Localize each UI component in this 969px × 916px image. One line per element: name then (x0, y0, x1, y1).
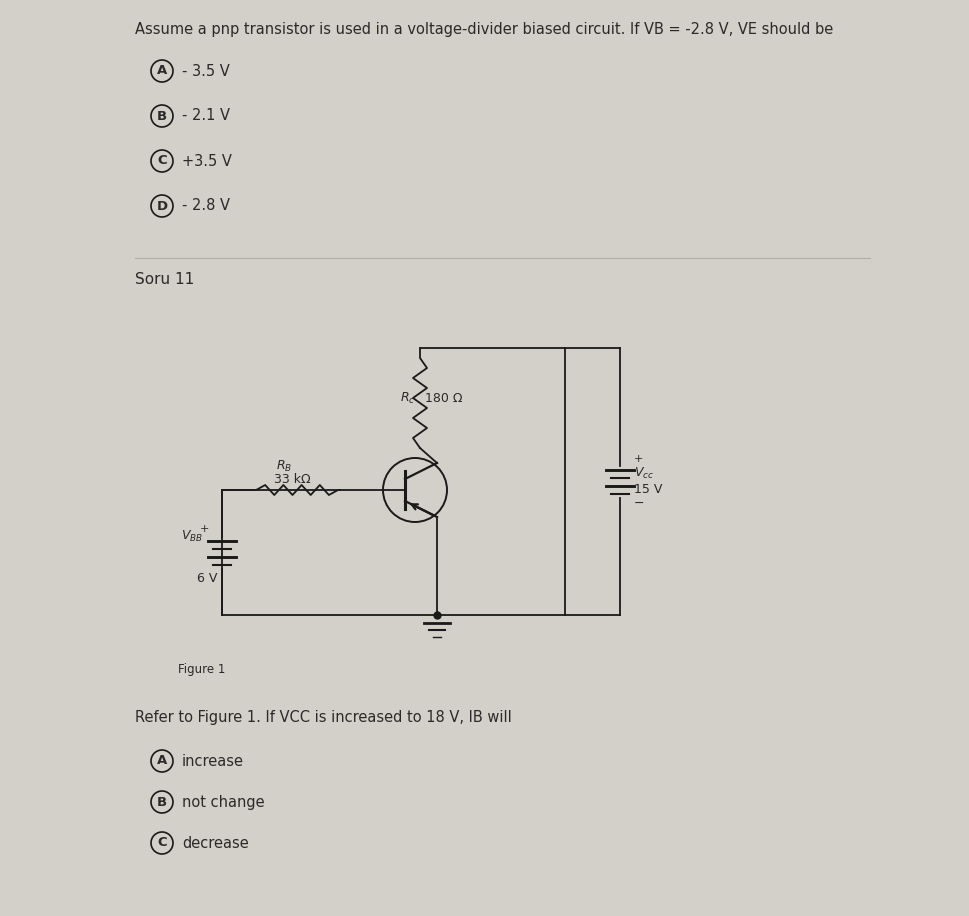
Text: B: B (157, 795, 167, 809)
Text: Figure 1: Figure 1 (178, 663, 225, 676)
Text: - 2.8 V: - 2.8 V (182, 199, 230, 213)
Text: not change: not change (182, 794, 265, 810)
Text: $R_B$: $R_B$ (276, 459, 293, 474)
Text: 15 V: 15 V (634, 483, 662, 496)
Text: increase: increase (182, 754, 244, 769)
Text: decrease: decrease (182, 835, 248, 850)
Text: Soru 11: Soru 11 (135, 272, 194, 287)
Text: 180 Ω: 180 Ω (424, 391, 462, 405)
Text: +: + (634, 454, 642, 464)
Text: +3.5 V: +3.5 V (182, 154, 232, 169)
Text: Assume a pnp transistor is used in a voltage-divider biased circuit. If VB = -2.: Assume a pnp transistor is used in a vol… (135, 22, 832, 37)
Text: D: D (156, 200, 168, 213)
Text: 6 V: 6 V (197, 572, 217, 585)
Text: A: A (157, 755, 167, 768)
Text: C: C (157, 155, 167, 168)
Text: $V_{BB}$: $V_{BB}$ (181, 529, 203, 544)
Text: −: − (634, 497, 643, 510)
Text: B: B (157, 110, 167, 123)
Text: Refer to Figure 1. If VCC is increased to 18 V, IB will: Refer to Figure 1. If VCC is increased t… (135, 710, 512, 725)
Text: A: A (157, 64, 167, 78)
Text: $R_c$: $R_c$ (399, 390, 415, 406)
Text: 33 kΩ: 33 kΩ (274, 473, 310, 486)
Text: - 2.1 V: - 2.1 V (182, 108, 230, 124)
Text: +: + (199, 524, 208, 533)
Text: C: C (157, 836, 167, 849)
Text: - 3.5 V: - 3.5 V (182, 63, 230, 79)
Text: $V_{cc}$: $V_{cc}$ (634, 466, 653, 481)
